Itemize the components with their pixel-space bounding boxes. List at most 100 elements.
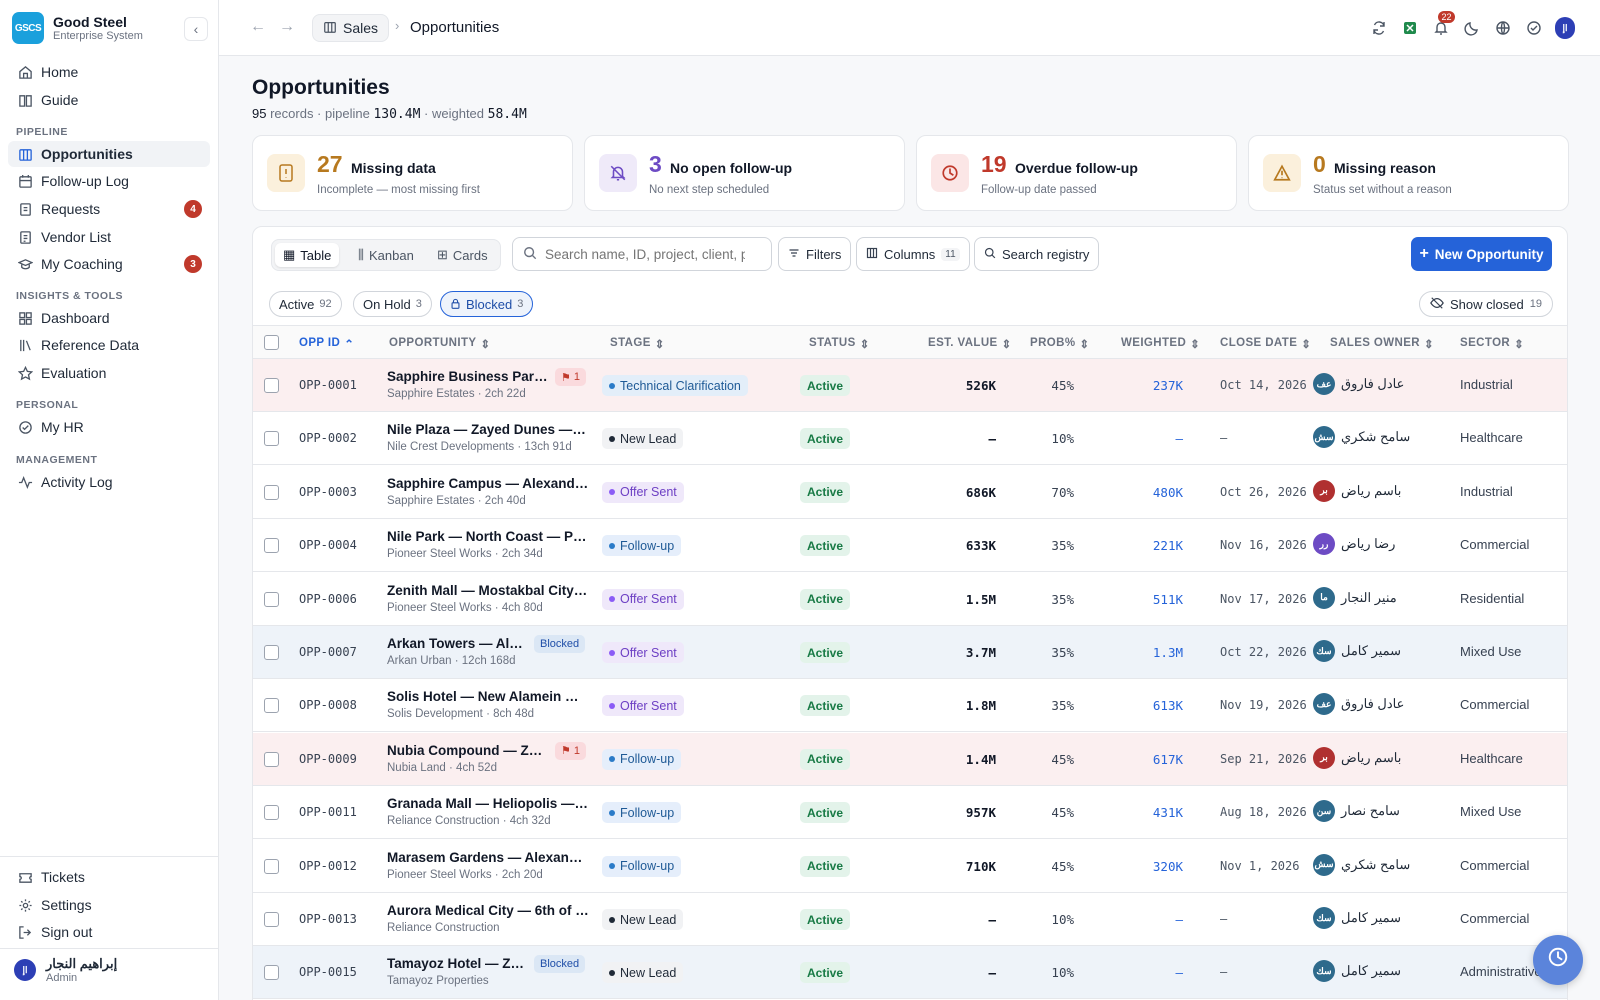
- table-row[interactable]: OPP-0012 Marasem Gardens — Alexandria...…: [253, 840, 1567, 893]
- filters-button[interactable]: Filters: [778, 237, 852, 271]
- opportunity-name[interactable]: Arkan Towers — Alex...: [387, 636, 529, 651]
- filter-chip-on-hold[interactable]: On Hold 3: [353, 291, 432, 317]
- tab-cards[interactable]: ⊞ Cards: [429, 243, 496, 267]
- nav-item-activity-log[interactable]: Activity Log: [8, 469, 210, 495]
- opp-id[interactable]: OPP-0003: [299, 484, 357, 499]
- opp-id[interactable]: OPP-0006: [299, 591, 357, 606]
- table-row[interactable]: OPP-0001 Sapphire Business Park ... Sapp…: [253, 359, 1567, 412]
- opportunity-name[interactable]: Marasem Gardens — Alexandria...: [387, 849, 589, 865]
- stat-card-no-followup[interactable]: 3 No open follow-up No next step schedul…: [584, 135, 905, 211]
- column-header-opportunity[interactable]: OPPORTUNITY ⇕: [389, 337, 491, 351]
- row-checkbox[interactable]: [264, 805, 279, 821]
- row-checkbox[interactable]: [264, 538, 279, 554]
- filter-chip-active[interactable]: Active 92: [269, 291, 342, 317]
- table-row[interactable]: OPP-0015 Tamayoz Hotel — Zay... Tamayoz …: [253, 946, 1567, 1000]
- table-row[interactable]: OPP-0006 Zenith Mall — Mostakbal City — …: [253, 573, 1567, 626]
- columns-button[interactable]: Columns 11: [856, 237, 970, 271]
- brand[interactable]: GSCS Good Steel Enterprise System: [12, 12, 143, 44]
- table-row[interactable]: OPP-0003 Sapphire Campus — Alexandria ..…: [253, 466, 1567, 519]
- stat-card-overdue-followup[interactable]: 19 Overdue follow-up Follow-up date pass…: [916, 135, 1237, 211]
- row-checkbox[interactable]: [264, 645, 279, 660]
- stat-card-missing-reason[interactable]: 0 Missing reason Status set without a re…: [1248, 135, 1569, 211]
- opp-id[interactable]: OPP-0012: [299, 858, 357, 873]
- nav-item-evaluation[interactable]: Evaluation: [8, 360, 210, 386]
- forward-arrow-icon[interactable]: →: [279, 18, 295, 35]
- opportunity-name[interactable]: Nile Park — North Coast — Pion...: [387, 529, 589, 545]
- sales-owner[interactable]: سش سامح شكري: [1313, 426, 1410, 449]
- nav-item-opportunities[interactable]: Opportunities: [8, 141, 210, 167]
- opp-id[interactable]: OPP-0007: [299, 645, 357, 659]
- column-header-status[interactable]: STATUS ⇕: [809, 337, 870, 351]
- collapse-sidebar-button[interactable]: ‹: [184, 17, 208, 41]
- opportunity-name[interactable]: Nubia Compound — Zay...: [387, 742, 549, 758]
- filter-chip-blocked[interactable]: Blocked 3: [440, 291, 534, 317]
- table-row[interactable]: OPP-0007 Arkan Towers — Alex... Arkan Ur…: [253, 626, 1567, 679]
- row-checkbox[interactable]: [264, 378, 279, 393]
- column-header-est-value[interactable]: EST. VALUE ⇕: [928, 337, 1012, 351]
- tab-kanban[interactable]: ⫼ Kanban: [350, 243, 422, 267]
- nav-item-dashboard[interactable]: Dashboard: [8, 305, 210, 331]
- nav-item-requests[interactable]: Requests 4: [8, 196, 210, 222]
- column-header-prob[interactable]: PROB% ⇕: [1030, 337, 1090, 351]
- globe-icon[interactable]: [1493, 18, 1513, 38]
- nav-item-followup-log[interactable]: Follow-up Log: [8, 168, 210, 194]
- row-checkbox[interactable]: [264, 965, 279, 981]
- breadcrumb-sales[interactable]: Sales: [312, 14, 390, 42]
- opp-id[interactable]: OPP-0008: [299, 698, 357, 713]
- opportunity-name[interactable]: Tamayoz Hotel — Zay...: [387, 956, 529, 972]
- column-header-close-date[interactable]: CLOSE DATE ⇕: [1220, 337, 1311, 351]
- opp-id[interactable]: OPP-0001: [299, 378, 357, 392]
- sales-owner[interactable]: سك سمير كامل: [1313, 907, 1401, 929]
- nav-item-vendor-list[interactable]: Vendor List: [8, 224, 210, 250]
- column-header-weighted[interactable]: WEIGHTED ⇕: [1121, 337, 1200, 351]
- sales-owner[interactable]: سك سمير كامل: [1313, 960, 1401, 983]
- column-header-sector[interactable]: SECTOR ⇕: [1460, 337, 1524, 351]
- opp-id[interactable]: OPP-0004: [299, 538, 357, 553]
- opp-id[interactable]: OPP-0011: [299, 805, 357, 820]
- row-checkbox[interactable]: [264, 751, 279, 767]
- nav-item-guide[interactable]: Guide: [8, 87, 210, 113]
- search-registry-button[interactable]: Search registry: [974, 237, 1100, 271]
- opportunity-name[interactable]: Solis Hotel — New Alamein — Ph...: [387, 689, 589, 705]
- opportunity-name[interactable]: Sapphire Campus — Alexandria ...: [387, 475, 589, 491]
- table-row[interactable]: OPP-0002 Nile Plaza — Zayed Dunes — Nile…: [253, 412, 1567, 466]
- excel-icon[interactable]: [1400, 18, 1420, 38]
- table-row[interactable]: OPP-0008 Solis Hotel — New Alamein — Ph.…: [253, 679, 1567, 733]
- user-profile[interactable]: اإ إبراهيم النجار Admin: [14, 956, 117, 984]
- sales-owner[interactable]: عف عادل فاروق: [1313, 373, 1404, 395]
- opp-id[interactable]: OPP-0009: [299, 751, 357, 766]
- opp-id[interactable]: OPP-0013: [299, 912, 357, 926]
- nav-item-my-hr[interactable]: My HR: [8, 414, 210, 440]
- history-fab-button[interactable]: [1533, 935, 1583, 985]
- row-checkbox[interactable]: [264, 591, 279, 607]
- nav-item-sign-out[interactable]: Sign out: [8, 919, 210, 945]
- bell-icon[interactable]: [1431, 18, 1451, 38]
- sales-owner[interactable]: عف عادل فاروق: [1313, 693, 1404, 716]
- opp-id[interactable]: OPP-0002: [299, 431, 357, 446]
- nav-item-tickets[interactable]: Tickets: [8, 864, 210, 890]
- opp-id[interactable]: OPP-0015: [299, 965, 357, 980]
- table-row[interactable]: OPP-0004 Nile Park — North Coast — Pion.…: [253, 519, 1567, 573]
- table-row[interactable]: OPP-0009 Nubia Compound — Zay... Nubia L…: [253, 732, 1567, 786]
- nav-item-home[interactable]: Home: [8, 59, 210, 85]
- table-row[interactable]: OPP-0011 Granada Mall — Heliopolis — Rel…: [253, 786, 1567, 840]
- search-input[interactable]: [545, 246, 745, 262]
- opportunity-name[interactable]: Zenith Mall — Mostakbal City — ...: [387, 582, 589, 598]
- row-checkbox[interactable]: [264, 912, 279, 927]
- row-checkbox[interactable]: [264, 431, 279, 447]
- stat-card-missing-data[interactable]: 27 Missing data Incomplete — most missin…: [252, 135, 573, 211]
- moon-icon[interactable]: [1462, 18, 1482, 38]
- nav-item-reference-data[interactable]: Reference Data: [8, 332, 210, 358]
- column-header-opp-id[interactable]: OPP ID ⌃: [299, 337, 354, 351]
- sales-owner[interactable]: سش سامح شكري: [1313, 853, 1410, 876]
- tab-table[interactable]: ▦ Table: [275, 243, 340, 267]
- opportunity-name[interactable]: Nile Plaza — Zayed Dunes — Nile...: [387, 422, 589, 438]
- table-row[interactable]: OPP-0013 Aurora Medical City — 6th of Oc…: [253, 893, 1567, 946]
- nav-item-my-coaching[interactable]: My Coaching 3: [8, 251, 210, 277]
- new-opportunity-button[interactable]: + New Opportunity: [1411, 237, 1552, 271]
- opportunity-name[interactable]: Aurora Medical City — 6th of Oc...: [387, 903, 589, 918]
- sales-owner[interactable]: رر رضا رياض: [1313, 533, 1395, 556]
- select-all-checkbox[interactable]: [264, 335, 279, 350]
- row-checkbox[interactable]: [264, 858, 279, 874]
- sales-owner[interactable]: ما منير النجار: [1313, 586, 1397, 609]
